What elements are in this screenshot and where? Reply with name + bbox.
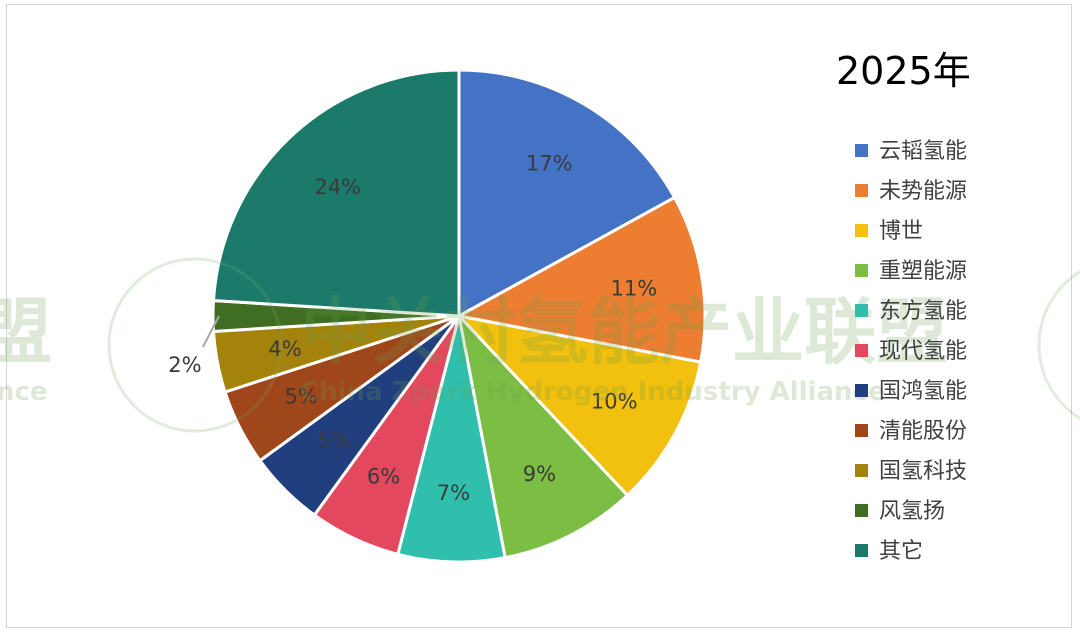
- slice-label: 4%: [268, 337, 301, 361]
- leader-line: [202, 315, 220, 348]
- slice-label: 5%: [317, 429, 350, 453]
- legend-swatch: [855, 224, 868, 237]
- pie-slice: [454, 195, 707, 364]
- legend-swatch: [855, 384, 868, 397]
- watermark-text-cn: 中关村氢能产业联盟: [300, 290, 948, 374]
- watermark-text-en: China Zpark Hydrogen Industry Alliance: [300, 377, 886, 407]
- slice-label: 5%: [285, 384, 318, 408]
- legend-swatch: [855, 184, 868, 197]
- legend-label: 博世: [879, 219, 923, 244]
- slice-label: 11%: [611, 276, 658, 300]
- pie-slice: [395, 315, 507, 564]
- chart-title: 2025年: [836, 49, 971, 93]
- legend-swatch: [855, 424, 868, 437]
- watermark-left-en: nce: [0, 377, 48, 407]
- pie-slice: [457, 68, 677, 319]
- slice-label: 2%: [168, 353, 201, 377]
- slice-label: 6%: [367, 464, 400, 488]
- legend-label: 现代氢能: [879, 339, 967, 364]
- pie-slices: [211, 68, 707, 564]
- legend-label: 其它: [879, 539, 923, 564]
- legend-label: 东方氢能: [879, 299, 967, 324]
- watermark-seal-circle-right: [1037, 269, 1080, 421]
- watermark: 中关村氢能产业联盟 China Zpark Hydrogen Industry …: [0, 257, 1080, 433]
- legend-label: 云韬氢能: [879, 139, 967, 164]
- slice-labels: 17% 11% 10% 9% 7% 6% 5% 5% 4% 2% 24%: [168, 152, 657, 506]
- legend-swatch: [855, 504, 868, 517]
- legend-swatch: [855, 264, 868, 277]
- watermark-seal-circle: [107, 257, 283, 433]
- legend-swatch: [855, 464, 868, 477]
- legend-label: 国氢科技: [879, 459, 967, 484]
- slice-label: 10%: [591, 389, 638, 413]
- slice-label: 9%: [523, 462, 556, 486]
- legend-swatch: [855, 344, 868, 357]
- legend-swatch: [855, 144, 868, 157]
- legend-label: 未势能源: [879, 179, 967, 204]
- pie-slice: [456, 311, 630, 560]
- legend-swatch: [855, 544, 868, 557]
- slice-label: 7%: [437, 481, 470, 505]
- legend-swatch: [855, 304, 868, 317]
- legend-label: 国鸿氢能: [879, 379, 967, 404]
- pie-slice: [211, 68, 461, 318]
- slice-label: 17%: [526, 152, 573, 176]
- legend-label: 风氢扬: [879, 499, 945, 524]
- watermark-left-cn: 盟: [0, 290, 52, 374]
- slice-label: 24%: [314, 175, 361, 199]
- pie-slice: [454, 313, 703, 498]
- legend-label: 清能股份: [879, 419, 967, 444]
- legend-label: 重塑能源: [879, 259, 967, 284]
- leader-lines: [202, 315, 220, 348]
